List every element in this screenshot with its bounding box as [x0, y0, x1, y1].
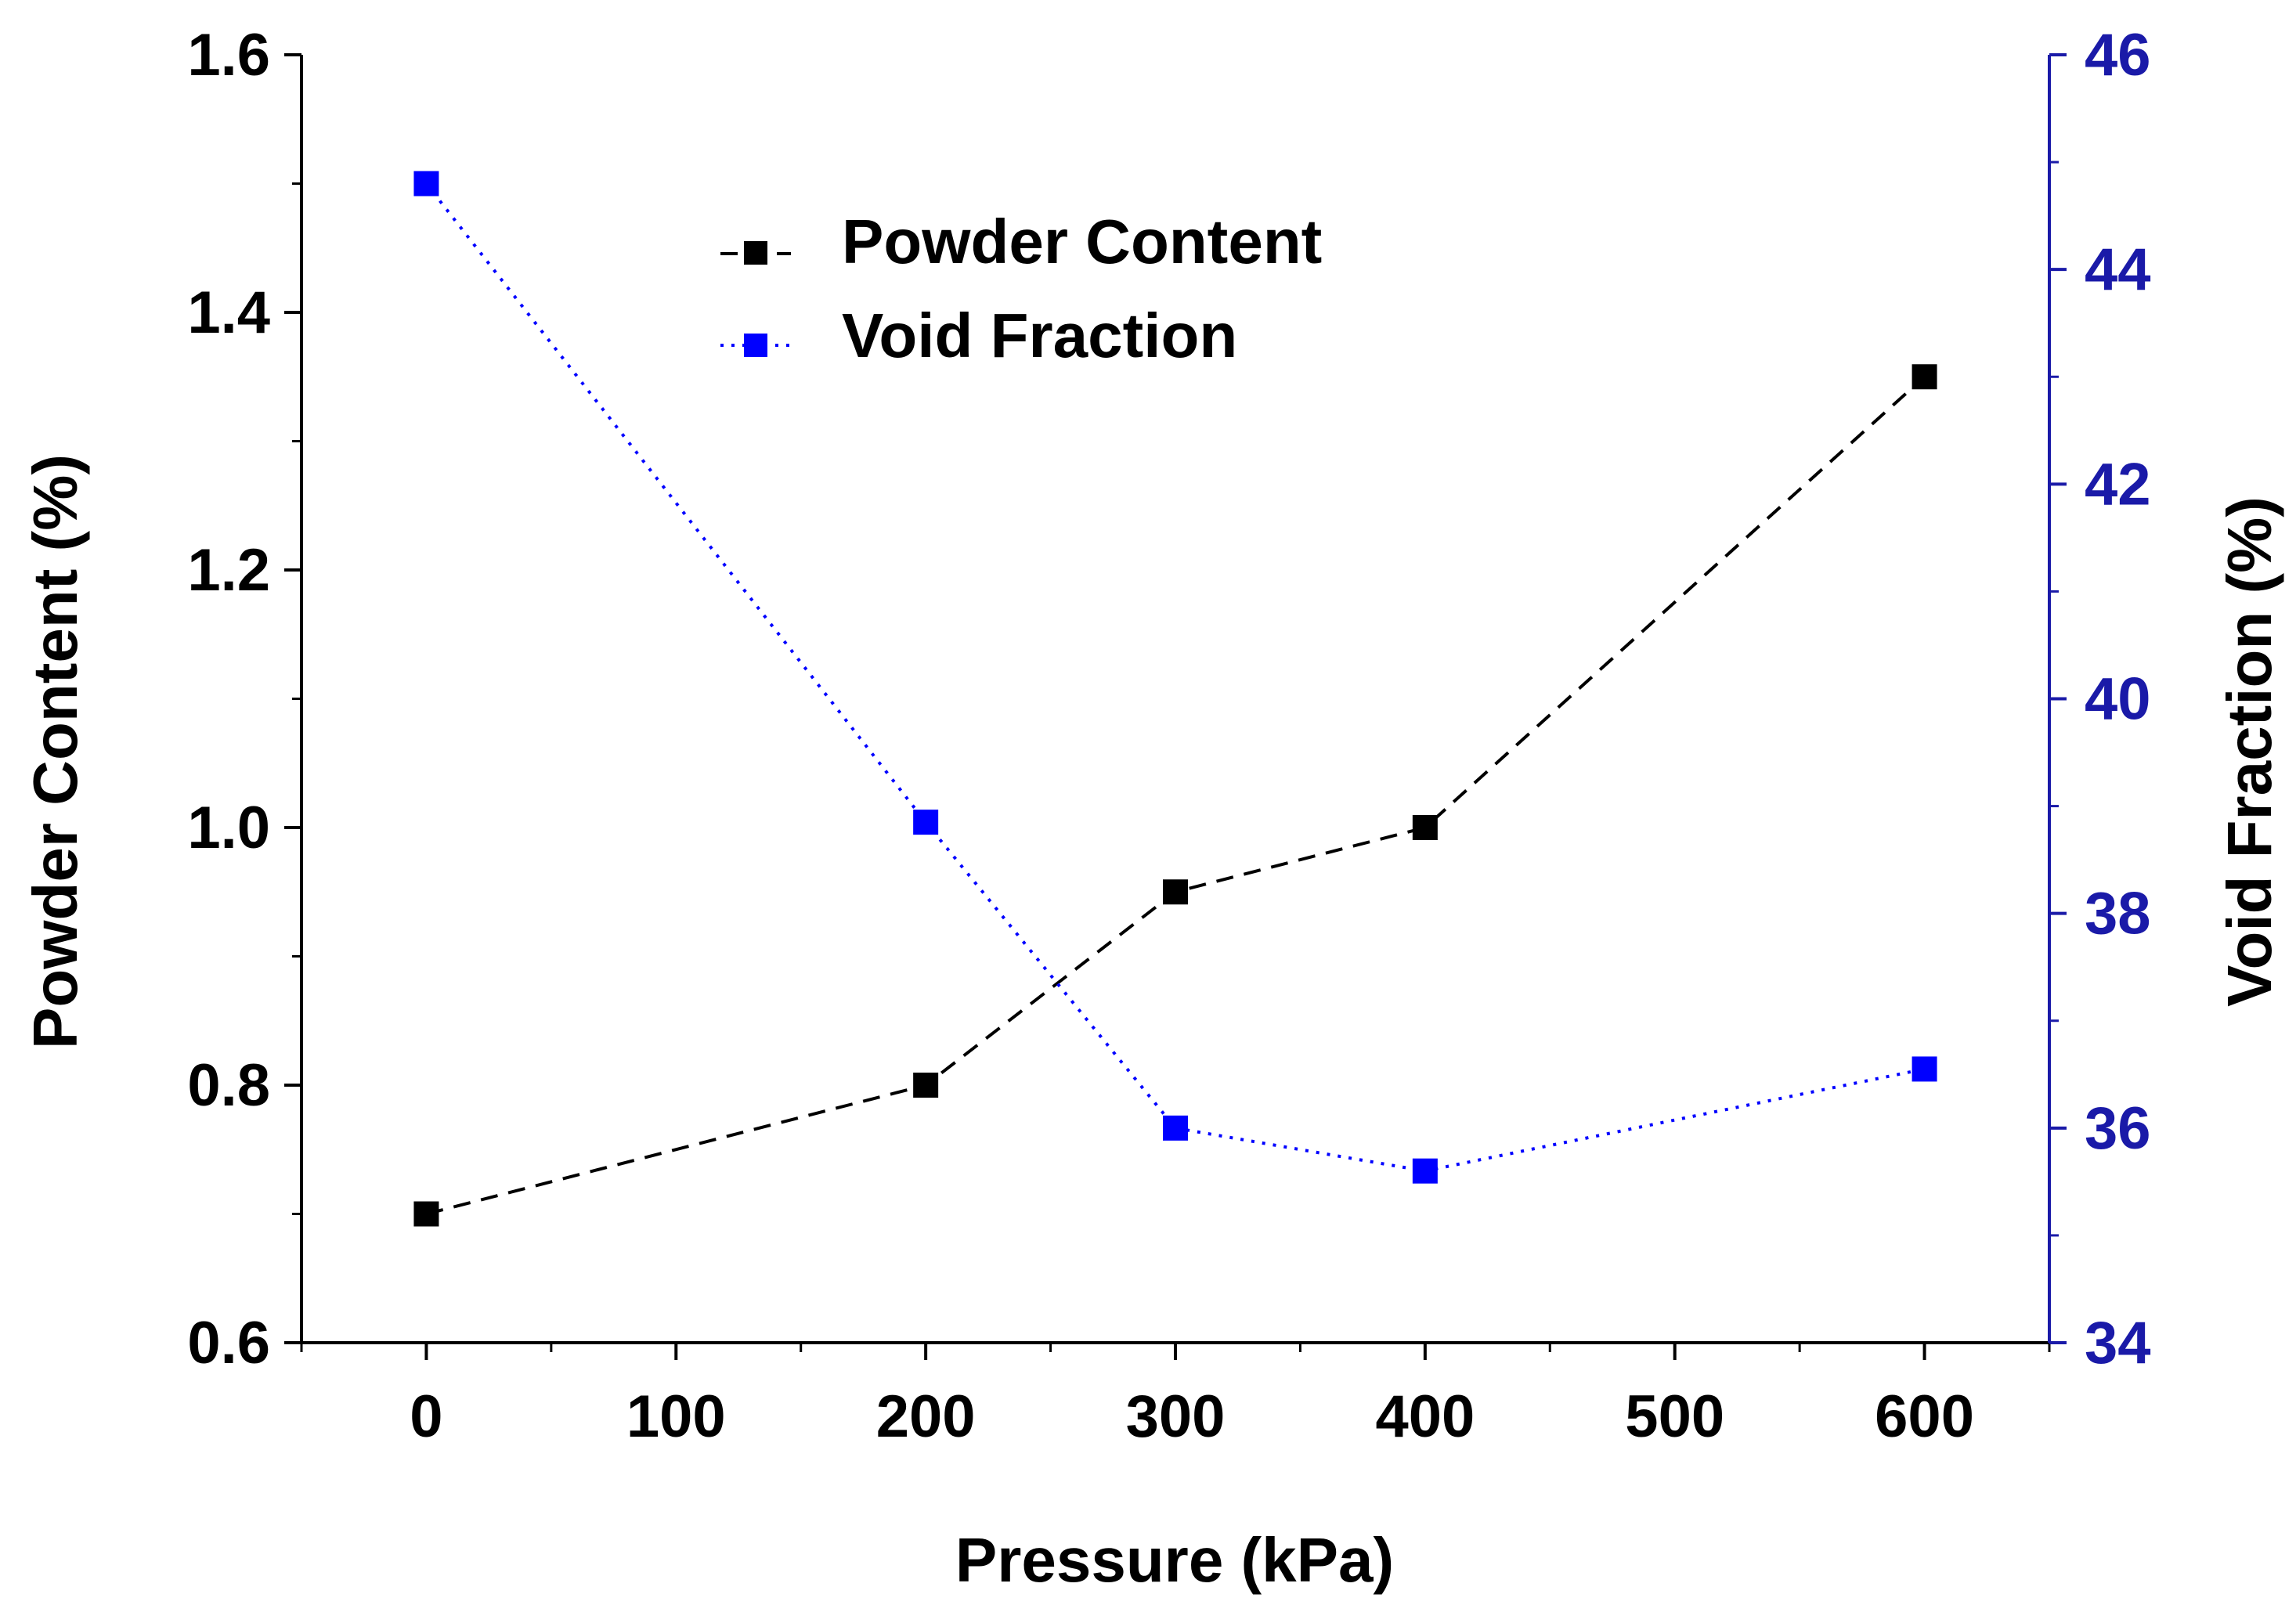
data-point-0 — [913, 1073, 939, 1098]
series-layer — [413, 171, 1937, 1227]
legend-powder-label: Powder Content — [842, 207, 1322, 276]
y2-tick-label: 36 — [2085, 1095, 2151, 1162]
data-point-1 — [1912, 1056, 1937, 1082]
x-tick-label: 400 — [1375, 1383, 1475, 1450]
data-point-1 — [913, 810, 939, 835]
x-tick-label: 200 — [876, 1383, 976, 1450]
x-tick-label: 600 — [1875, 1383, 1974, 1450]
data-point-1 — [1163, 1115, 1188, 1141]
axes-layer: 0 100 200 300 400 500 600 0.6 0.8 1.0 1.2 1.4 1.6 34 3… — [187, 22, 2150, 1450]
y-axis-title: Powder Content (%) — [20, 454, 90, 1049]
data-point-1 — [413, 171, 439, 197]
y2-tick-label: 42 — [2085, 451, 2151, 518]
y2-tick-label: 46 — [2085, 22, 2151, 88]
legend-powder-marker — [744, 241, 767, 265]
series-line-0 — [425, 375, 1926, 1216]
x-tick-label: 500 — [1625, 1383, 1724, 1450]
y-tick-label: 1.2 — [187, 537, 270, 604]
data-point-0 — [1163, 879, 1188, 905]
legend: Powder Content Void Fraction — [720, 207, 1322, 370]
y-tick-label: 1.6 — [187, 22, 270, 88]
x-tick-label: 100 — [626, 1383, 726, 1450]
y2-tick-label: 40 — [2085, 666, 2151, 733]
x-axis-title: Pressure (kPa) — [955, 1525, 1394, 1595]
y-tick-label: 0.8 — [187, 1052, 270, 1119]
y2-axis-title: Void Fraction (%) — [2215, 496, 2284, 1007]
legend-void-marker — [744, 334, 767, 357]
data-point-0 — [413, 1201, 439, 1227]
y-tick-label: 1.0 — [187, 795, 270, 861]
x-tick-label: 0 — [410, 1383, 442, 1450]
x-tick-label: 300 — [1126, 1383, 1226, 1450]
legend-void-label: Void Fraction — [842, 301, 1237, 370]
data-point-0 — [1412, 815, 1438, 840]
data-point-1 — [1412, 1158, 1438, 1184]
y2-tick-label: 44 — [2085, 236, 2151, 303]
y2-tick-label: 34 — [2085, 1310, 2151, 1376]
data-point-0 — [1912, 364, 1937, 390]
y2-tick-label: 38 — [2085, 881, 2151, 947]
y-tick-label: 1.4 — [187, 280, 270, 346]
y-tick-label: 0.6 — [187, 1310, 270, 1376]
